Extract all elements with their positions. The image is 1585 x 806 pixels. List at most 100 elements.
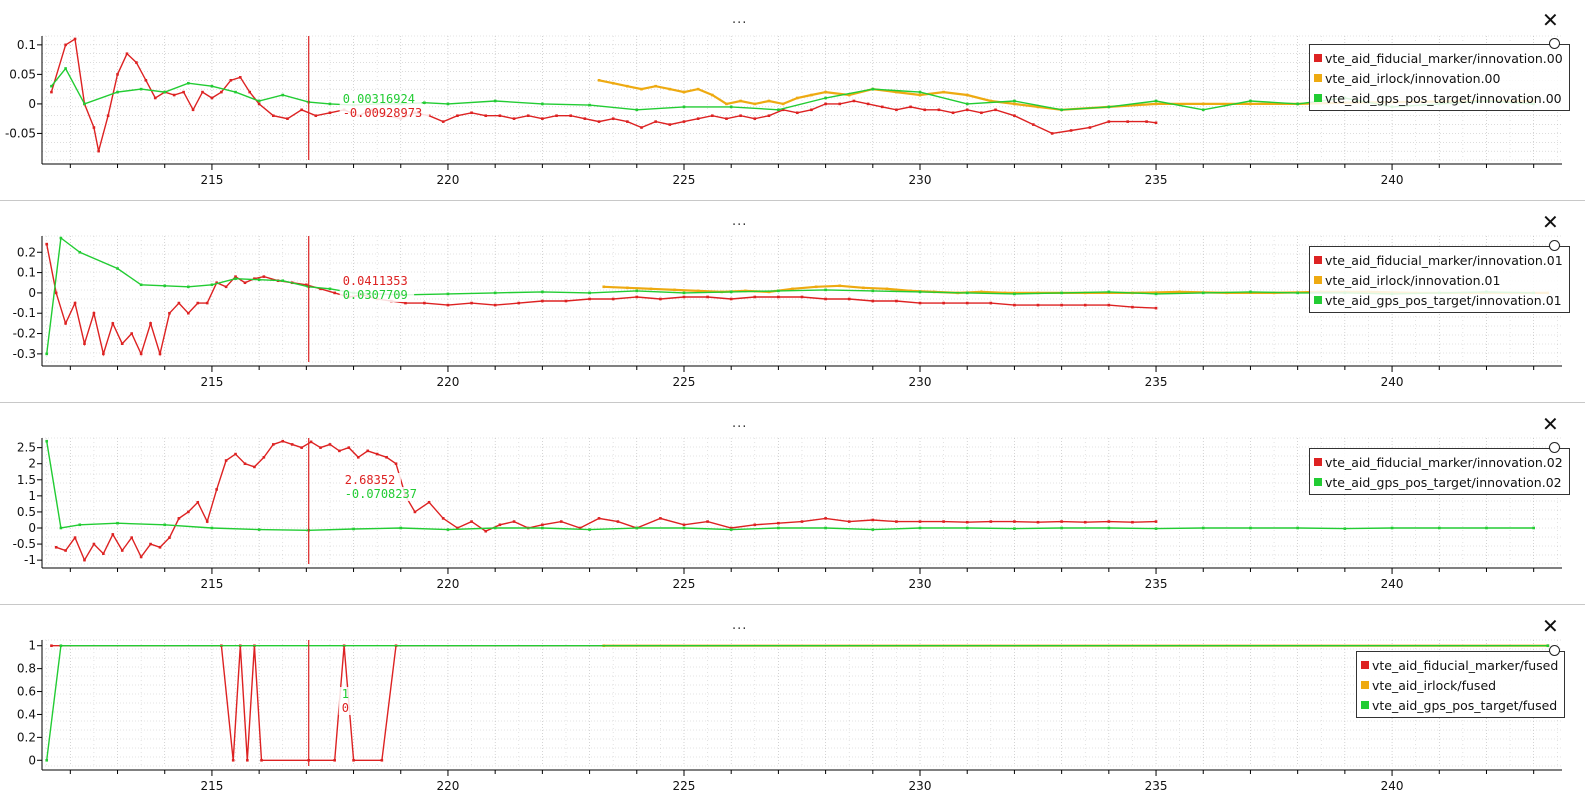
data-point: [493, 99, 497, 103]
data-point: [942, 301, 945, 305]
data-point: [470, 301, 473, 305]
data-point: [333, 758, 336, 762]
resize-handle[interactable]: [1549, 240, 1560, 251]
data-point: [1201, 291, 1205, 295]
data-point: [257, 99, 261, 103]
data-point: [541, 102, 544, 106]
data-point: [753, 117, 757, 120]
y-tick-label: 0: [28, 753, 36, 767]
data-point: [517, 301, 521, 305]
data-point: [980, 290, 983, 294]
data-point: [739, 114, 742, 118]
legend-item[interactable]: vte_aid_fiducial_marker/innovation.00: [1314, 48, 1563, 68]
data-point: [1154, 121, 1158, 125]
legend-item[interactable]: vte_aid_irlock/innovation.01: [1314, 270, 1563, 290]
legend-label: vte_aid_fiducial_marker/innovation.00: [1325, 50, 1563, 66]
panel-menu-button[interactable]: ...: [732, 12, 748, 27]
x-tick-label: 240: [1381, 375, 1404, 389]
legend[interactable]: vte_aid_fiducial_marker/innovation.02 vte…: [1309, 448, 1570, 495]
close-icon[interactable]: ✕: [1542, 8, 1559, 32]
y-tick-label: -0.2: [13, 327, 36, 341]
data-point: [1343, 527, 1347, 530]
data-point: [1437, 526, 1441, 530]
data-point: [965, 291, 969, 295]
data-point: [871, 528, 875, 531]
data-point: [1013, 303, 1016, 307]
data-point: [965, 520, 969, 524]
x-tick-label: 240: [1381, 577, 1404, 591]
data-point: [210, 283, 214, 287]
legend-item[interactable]: vte_aid_gps_pos_target/innovation.00: [1314, 88, 1563, 108]
resize-handle[interactable]: [1549, 645, 1560, 656]
data-point: [640, 87, 643, 91]
data-point: [158, 352, 162, 356]
legend-item[interactable]: vte_aid_gps_pos_target/innovation.01: [1314, 290, 1563, 310]
data-point: [1532, 526, 1535, 530]
close-icon[interactable]: ✕: [1542, 210, 1559, 234]
data-point: [163, 523, 167, 527]
resize-handle[interactable]: [1549, 442, 1560, 453]
data-point: [659, 297, 662, 301]
y-tick-label: -1: [24, 553, 36, 567]
close-icon[interactable]: ✕: [1542, 614, 1559, 638]
data-point: [1050, 132, 1054, 135]
data-point: [602, 285, 606, 289]
y-tick-label: 2: [28, 457, 36, 471]
plot-panel-4[interactable]: ... ✕ 215 220 225 230 235 240 1 0.8 0.6 0.4 0.2 0 1 0 vt…: [0, 604, 1585, 806]
data-point: [385, 455, 388, 459]
cursor-label-bg: [339, 92, 422, 106]
data-point: [1107, 105, 1111, 109]
panel-separator[interactable]: [0, 604, 1585, 605]
data-point: [871, 299, 875, 303]
data-point: [149, 322, 152, 325]
data-point: [682, 105, 686, 109]
data-point: [92, 542, 96, 546]
legend-item[interactable]: vte_aid_irlock/fused: [1361, 675, 1558, 695]
data-point: [352, 527, 355, 531]
plot-canvas[interactable]: 215 220 225 230 235 240 2.5 2 1.5 1 0.5 0 -0.5 -1 2.68…: [0, 404, 1585, 606]
legend[interactable]: vte_aid_fiducial_marker/innovation.01 vte…: [1309, 246, 1570, 313]
plot-panel-3[interactable]: ... ✕ 215 220 225 230 235 240 2.5 2 1.5 1 0.5 0 -0.5 -1…: [0, 402, 1585, 606]
resize-handle[interactable]: [1549, 38, 1560, 49]
data-point: [696, 87, 700, 91]
legend-item[interactable]: vte_aid_gps_pos_target/fused: [1361, 695, 1558, 715]
data-point: [470, 520, 473, 523]
data-point: [116, 267, 119, 270]
legend-item[interactable]: vte_aid_fiducial_marker/innovation.01: [1314, 250, 1563, 270]
data-point: [1003, 291, 1007, 295]
panel-menu-button[interactable]: ...: [732, 618, 748, 633]
data-point: [810, 108, 813, 112]
data-point: [659, 517, 662, 520]
data-point: [1485, 526, 1488, 530]
legend-item[interactable]: vte_aid_irlock/innovation.00: [1314, 68, 1563, 88]
data-point: [635, 295, 639, 299]
data-point: [824, 90, 827, 94]
panel-menu-button[interactable]: ...: [732, 416, 748, 431]
panel-separator[interactable]: [0, 402, 1585, 403]
x-tick-label: 220: [437, 779, 460, 793]
data-point: [1060, 108, 1063, 112]
legend-item[interactable]: vte_aid_fiducial_marker/fused: [1361, 655, 1558, 675]
data-point: [781, 102, 785, 106]
data-point: [64, 43, 67, 47]
legend[interactable]: vte_aid_fiducial_marker/fused vte_aid_irl…: [1356, 651, 1566, 718]
panel-menu-button[interactable]: ...: [732, 214, 748, 229]
cursor-label-bg: [338, 701, 353, 715]
y-tick-label: -0.1: [13, 306, 36, 320]
data-point: [394, 462, 398, 466]
data-point: [626, 120, 629, 123]
plot-panel-2[interactable]: ... ✕ 215 220 225 230 235 240 0.2 0.1 0 -0.1 -0.2 -0.…: [0, 200, 1585, 404]
plot-panel-1[interactable]: ... ✕ 215 220 225 230 235 240 0.1 0.05 0 -0.05 0.003…: [0, 0, 1585, 202]
data-point: [470, 111, 473, 115]
legend-item[interactable]: vte_aid_gps_pos_target/innovation.02: [1314, 472, 1563, 492]
data-point: [54, 291, 58, 295]
cursor-label-bg: [339, 288, 415, 302]
data-point: [1296, 102, 1299, 106]
panel-separator[interactable]: [0, 200, 1585, 201]
close-icon[interactable]: ✕: [1542, 412, 1559, 436]
data-point: [139, 87, 143, 91]
data-point: [423, 301, 426, 305]
legend-item[interactable]: vte_aid_fiducial_marker/innovation.02: [1314, 452, 1563, 472]
